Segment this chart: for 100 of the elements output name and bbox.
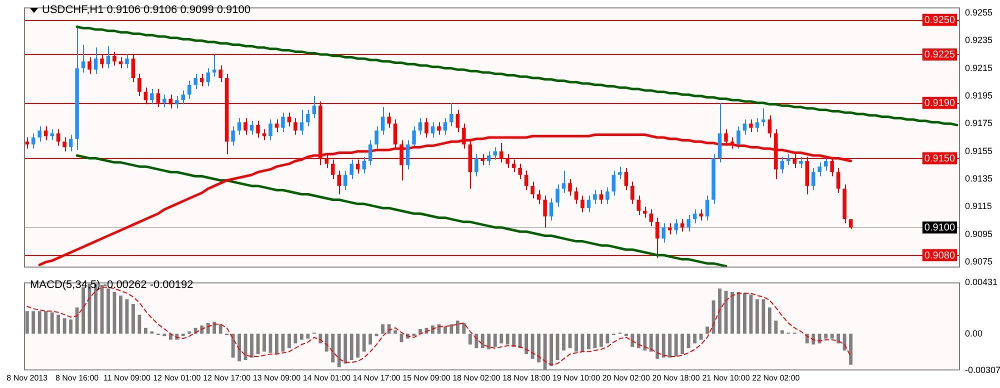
bar bbox=[69, 319, 73, 334]
candlestick bbox=[312, 95, 316, 119]
candlestick bbox=[94, 47, 98, 74]
bar bbox=[119, 296, 122, 334]
bar bbox=[362, 334, 366, 352]
bar bbox=[50, 312, 54, 334]
bar bbox=[524, 334, 528, 354]
candlestick bbox=[530, 181, 534, 199]
bar bbox=[144, 328, 148, 334]
y-tick-label: 0.9135 bbox=[965, 174, 993, 184]
x-tick-label: 20 Nov 18:00 bbox=[652, 373, 700, 382]
x-tick-label: 20 Nov 02:00 bbox=[602, 373, 651, 382]
candlestick bbox=[487, 150, 491, 166]
bar bbox=[443, 326, 447, 334]
y-tick-label: 0.9095 bbox=[965, 228, 993, 239]
candlestick bbox=[287, 112, 292, 127]
bar bbox=[842, 334, 846, 350]
candlestick bbox=[150, 88, 154, 105]
bar bbox=[281, 334, 285, 352]
bar bbox=[437, 324, 441, 334]
bar bbox=[550, 334, 553, 366]
x-tick-label: 14 Nov 17:00 bbox=[352, 373, 401, 382]
candlestick bbox=[187, 80, 192, 100]
bar bbox=[168, 334, 172, 340]
bar bbox=[331, 334, 335, 362]
candlestick bbox=[250, 120, 254, 136]
x-tick-label: 22 Nov 02:00 bbox=[752, 373, 800, 382]
x-tick-label: 21 Nov 10:00 bbox=[702, 373, 750, 382]
bar bbox=[493, 334, 497, 347]
bar bbox=[350, 334, 354, 360]
candlestick bbox=[450, 102, 454, 127]
bar bbox=[743, 293, 746, 334]
y-tick-label: 0.9155 bbox=[965, 146, 993, 156]
candlestick bbox=[212, 54, 216, 78]
candlestick bbox=[742, 119, 747, 136]
candlestick bbox=[493, 146, 497, 160]
candlestick bbox=[362, 156, 366, 174]
candlestick bbox=[736, 126, 740, 150]
bar bbox=[830, 334, 834, 339]
candlestick bbox=[300, 109, 304, 136]
candlestick bbox=[768, 114, 772, 138]
bar bbox=[512, 334, 516, 347]
candlestick bbox=[824, 156, 828, 172]
bar bbox=[606, 334, 610, 344]
candlestick bbox=[518, 163, 522, 180]
candlestick bbox=[755, 118, 760, 132]
y-tick-label: 0.9215 bbox=[965, 62, 993, 73]
bar bbox=[468, 334, 472, 345]
candlestick bbox=[780, 156, 784, 174]
bar bbox=[294, 334, 298, 344]
bar bbox=[768, 308, 772, 334]
bar bbox=[324, 334, 328, 352]
chart-title: MACD(5,34,5) -0.00262 -0.00192 bbox=[30, 279, 194, 291]
candlestick bbox=[38, 126, 42, 142]
bar bbox=[718, 288, 722, 334]
bar bbox=[238, 334, 241, 362]
bar bbox=[593, 334, 597, 348]
candlestick bbox=[374, 126, 378, 150]
x-tick-label: 13 Nov 09:00 bbox=[252, 373, 302, 382]
y-tick-label: 0.9115 bbox=[965, 201, 992, 212]
candlestick bbox=[62, 137, 66, 152]
x-tick-label: 15 Nov 09:00 bbox=[402, 373, 451, 382]
y-tick-label: 0.9235 bbox=[965, 35, 993, 46]
bar bbox=[755, 299, 759, 334]
candlestick bbox=[237, 118, 242, 136]
candlestick bbox=[799, 156, 803, 168]
candlestick bbox=[811, 167, 816, 191]
candlestick bbox=[674, 218, 678, 235]
bar bbox=[836, 334, 840, 344]
candlestick bbox=[281, 112, 285, 132]
bar bbox=[106, 288, 110, 334]
ref-line-label: 0.9150 bbox=[924, 154, 956, 165]
candlestick bbox=[343, 170, 348, 191]
candlestick bbox=[50, 128, 54, 141]
candlestick bbox=[556, 184, 560, 208]
candlestick bbox=[686, 214, 690, 232]
candlestick bbox=[31, 132, 36, 150]
candlestick bbox=[294, 118, 298, 136]
candlestick bbox=[649, 208, 653, 227]
candlestick bbox=[643, 206, 647, 218]
bar bbox=[32, 311, 36, 334]
bar bbox=[643, 334, 647, 350]
bar bbox=[250, 334, 254, 358]
x-tick-label: 12 Nov 01:00 bbox=[153, 373, 202, 382]
candlestick bbox=[368, 140, 372, 166]
candlestick bbox=[624, 167, 628, 191]
candlestick bbox=[88, 56, 92, 74]
bar bbox=[530, 334, 534, 359]
candlestick bbox=[244, 118, 248, 136]
bar bbox=[38, 311, 42, 334]
bar bbox=[562, 334, 566, 350]
candlestick bbox=[786, 154, 790, 166]
y-tick-label: 0.00431 bbox=[965, 276, 998, 287]
bar bbox=[824, 334, 828, 339]
candlestick bbox=[593, 190, 597, 204]
bar bbox=[306, 334, 310, 339]
x-tick-label: 14 Nov 01:00 bbox=[302, 373, 351, 382]
y-tick-label: 0.00 bbox=[965, 328, 983, 338]
bar bbox=[62, 318, 66, 334]
ref-line-label: 0.9100 bbox=[924, 222, 956, 234]
